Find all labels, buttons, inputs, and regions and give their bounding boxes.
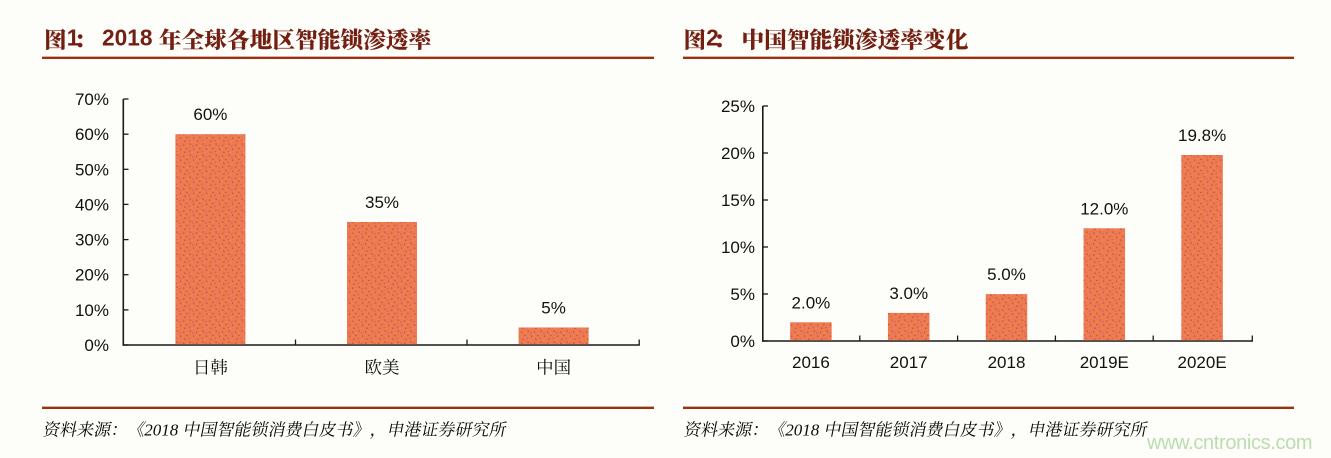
svg-text:2018: 2018 <box>102 25 159 51</box>
svg-text:0%: 0% <box>84 336 109 355</box>
svg-text:25%: 25% <box>721 97 755 116</box>
svg-text:www.cntronics.com: www.cntronics.com <box>1146 432 1312 454</box>
svg-text:40%: 40% <box>75 195 109 214</box>
svg-text:10%: 10% <box>721 238 755 257</box>
svg-text:5%: 5% <box>541 299 566 318</box>
svg-text:70%: 70% <box>75 90 109 109</box>
svg-text:2018: 2018 <box>144 421 182 440</box>
svg-text:15%: 15% <box>721 191 755 210</box>
svg-text:1: 1 <box>67 25 80 51</box>
svg-text:2: 2 <box>706 25 719 51</box>
svg-text:5%: 5% <box>730 285 755 304</box>
svg-text:20%: 20% <box>75 266 109 285</box>
svg-text:2019E: 2019E <box>1080 353 1129 372</box>
svg-text:60%: 60% <box>75 125 109 144</box>
svg-text:20%: 20% <box>721 144 755 163</box>
svg-text:2020E: 2020E <box>1178 353 1227 372</box>
svg-text:0%: 0% <box>730 332 755 351</box>
svg-text:2016: 2016 <box>792 353 830 372</box>
svg-text:2017: 2017 <box>890 353 928 372</box>
svg-text:12.0%: 12.0% <box>1080 199 1128 218</box>
svg-text:50%: 50% <box>75 160 109 179</box>
svg-text:19.8%: 19.8% <box>1178 126 1226 145</box>
svg-text:60%: 60% <box>193 105 227 124</box>
svg-text:2.0%: 2.0% <box>792 293 831 312</box>
svg-text:35%: 35% <box>365 193 399 212</box>
svg-text:10%: 10% <box>75 301 109 320</box>
svg-text:3.0%: 3.0% <box>889 284 928 303</box>
svg-text:2018: 2018 <box>988 353 1026 372</box>
svg-text:2018: 2018 <box>785 421 823 440</box>
svg-text:30%: 30% <box>75 231 109 250</box>
svg-text:5.0%: 5.0% <box>987 265 1026 284</box>
